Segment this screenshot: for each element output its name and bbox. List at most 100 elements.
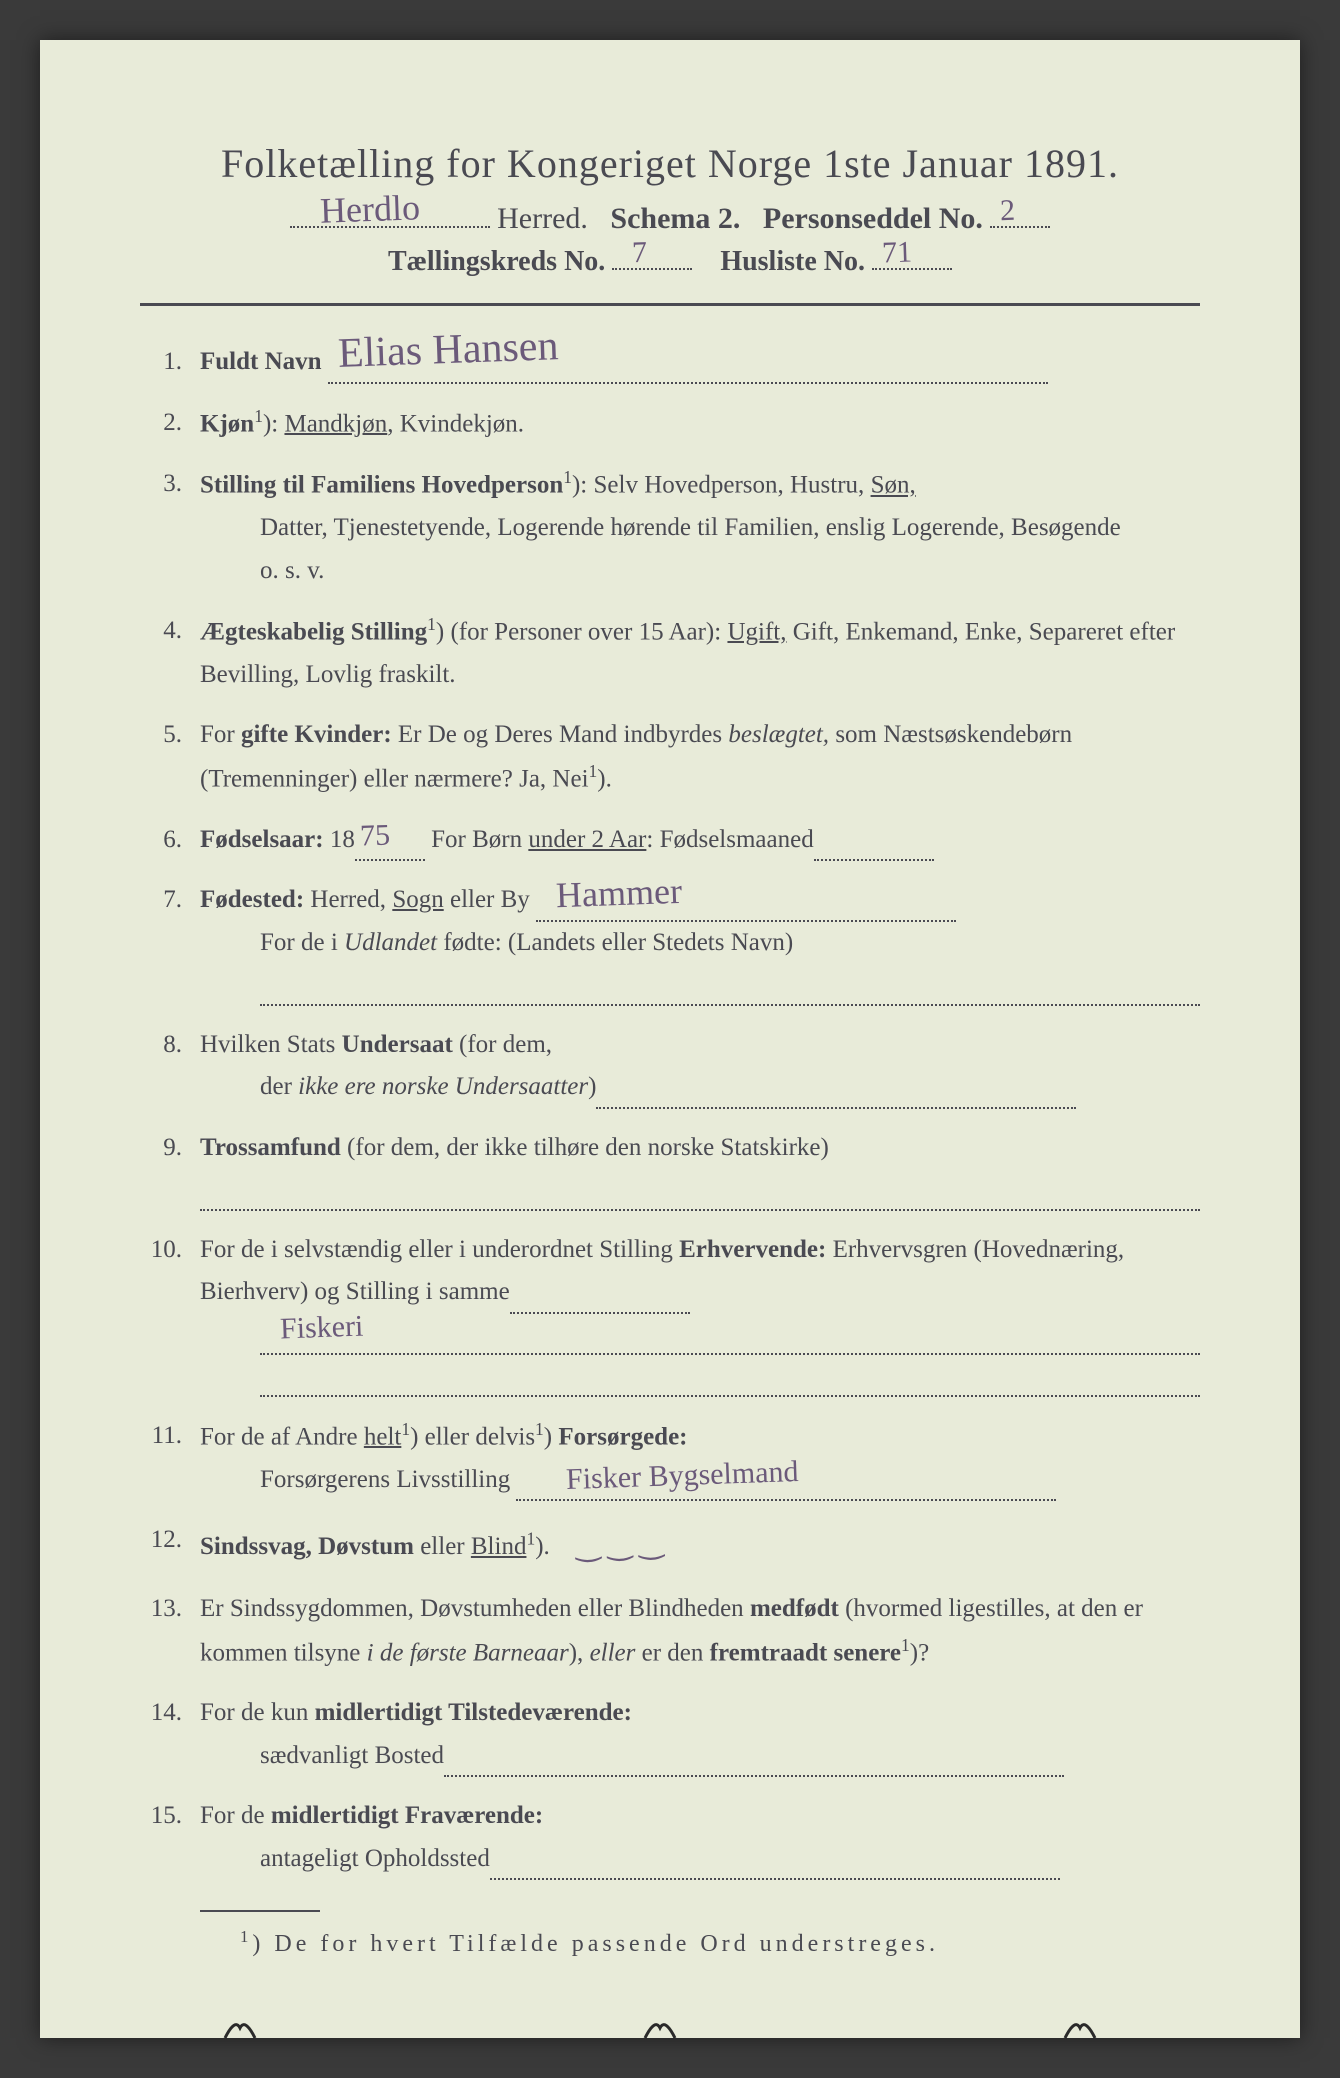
tail: ): (263, 410, 285, 437)
label: Ægteskabelig Stilling (200, 618, 427, 645)
item-num: 2. (140, 402, 200, 446)
line3: o. s. v. (260, 550, 1200, 593)
m2: ) (544, 1423, 559, 1450)
kreds-field: 7 (612, 268, 692, 270)
kreds-value: 7 (632, 236, 648, 271)
prefix: For de kun (200, 1699, 315, 1726)
l2-italic: Udlandet (344, 929, 437, 956)
u: Blind (471, 1533, 527, 1560)
tail: Herred, (304, 886, 392, 913)
prefix: For de af Andre (200, 1423, 364, 1450)
b1: medfødt (750, 1595, 839, 1622)
subtitle-row-1: Herdlo Herred. Schema 2. Personseddel No… (140, 202, 1200, 236)
prefix: For de i selvstændig eller i underordnet… (200, 1236, 679, 1263)
label: Sindssvag, Døvstum (200, 1533, 414, 1560)
bold: Undersaat (342, 1031, 453, 1058)
u1: helt (364, 1423, 402, 1450)
label: Kjøn (200, 410, 254, 437)
year-prefix: 18 (324, 826, 355, 853)
item-body: For de midlertidigt Fraværende: antageli… (200, 1795, 1200, 1880)
birthplace-hw: Hammer (555, 860, 683, 926)
item-10: 10. For de i selvstændig eller i underor… (140, 1229, 1200, 1397)
item-body: Kjøn1): Mandkjøn, Kvindekjøn. (200, 402, 1200, 446)
item-body: Ægteskabelig Stilling1) (for Personer ov… (200, 610, 1200, 696)
blank (490, 1850, 1060, 1880)
herred-field: Herdlo (290, 226, 490, 228)
line2: der ikke ere norske Undersaatter) (260, 1066, 1200, 1109)
blank (444, 1747, 1064, 1777)
tail: (for dem, der ikke tilhøre den norske St… (341, 1134, 829, 1161)
item-2: 2. Kjøn1): Mandkjøn, Kvindekjøn. (140, 402, 1200, 446)
item-body: For de i selvstændig eller i underordnet… (200, 1229, 1200, 1397)
tail: (for dem, (453, 1031, 552, 1058)
item-12: 12. Sindssvag, Døvstum eller Blind1). ‿ … (140, 1519, 1200, 1570)
u1: Sogn (392, 886, 443, 913)
personseddel-field: 2 (990, 226, 1050, 228)
label: Fødested: (200, 886, 304, 913)
l2-prefix: der (260, 1073, 298, 1100)
bold: midlertidigt Tilstedeværende: (315, 1699, 632, 1726)
item-1: 1. Fuldt Navn Elias Hansen (140, 341, 1200, 384)
label: Trossamfund (200, 1134, 341, 1161)
sup: 1 (427, 614, 436, 634)
sup: 1 (254, 406, 263, 426)
fn-text: ) De for hvert Tilfælde passende Ord und… (252, 1931, 939, 1957)
main-title: Folketælling for Kongeriget Norge 1ste J… (140, 140, 1200, 187)
page-tear-icon (220, 2003, 260, 2043)
tail: : Fødselsmaaned (646, 826, 813, 853)
item-num: 4. (140, 610, 200, 696)
item-body: Hvilken Stats Undersaat (for dem, der ik… (200, 1024, 1200, 1109)
under-mid: under 2 Aar (528, 826, 646, 853)
italic: beslægtet, (728, 721, 829, 748)
item-14: 14. For de kun midlertidigt Tilstedevære… (140, 1692, 1200, 1777)
item-num: 7. (140, 879, 200, 1006)
item-7: 7. Fødested: Herred, Sogn eller By Hamme… (140, 879, 1200, 1006)
kreds-label: Tællingskreds No. (388, 246, 605, 277)
opt-underlined: Mandkjøn (284, 410, 387, 437)
item-body: Er Sindssygdommen, Døvstumheden eller Bl… (200, 1588, 1200, 1674)
item-body: Fødested: Herred, Sogn eller By Hammer F… (200, 879, 1200, 1006)
tail: ) (for Personer over 15 Aar): (436, 618, 728, 645)
s1: 1 (401, 1419, 410, 1439)
line2: Forsørgerens Livsstilling (260, 1466, 510, 1493)
page-tear-icon (1060, 2003, 1100, 2043)
tail: eller (414, 1533, 471, 1560)
sup: 1 (589, 761, 598, 781)
item-num: 12. (140, 1519, 200, 1570)
footnote: 1) De for hvert Tilfælde passende Ord un… (240, 1927, 1200, 1958)
opt-underlined: Søn, (871, 472, 916, 499)
item-body: For gifte Kvinder: Er De og Deres Mand i… (200, 714, 1200, 800)
personseddel-label: Personseddel No. (763, 202, 983, 235)
opt-rest: , Kvindekjøn. (387, 410, 524, 437)
husliste-field: 71 (872, 268, 952, 270)
birthplace-field: Hammer (536, 892, 956, 922)
occupation-hw: Fiskeri (279, 1301, 364, 1355)
schema-label: Schema 2. (610, 202, 740, 235)
opt-underlined: Ugift, (727, 618, 786, 645)
blank-line-2 (260, 1359, 1200, 1397)
t2: ), (569, 1639, 590, 1666)
item-body: Sindssvag, Døvstum eller Blind1). ‿ ‿ ‿ (200, 1519, 1200, 1570)
prefix: For de (200, 1802, 271, 1829)
footnote-rule (200, 1910, 320, 1912)
prefix: For (200, 721, 241, 748)
year-field: 75 (355, 831, 425, 861)
mid: For Børn (425, 826, 528, 853)
item-num: 1. (140, 341, 200, 384)
end: ). (535, 1533, 550, 1560)
item-4: 4. Ægteskabelig Stilling1) (for Personer… (140, 610, 1200, 696)
l2-end: ) (588, 1073, 596, 1100)
label: Fuldt Navn (200, 348, 322, 375)
husliste-value: 71 (881, 235, 912, 270)
item-num: 10. (140, 1229, 200, 1397)
end: ). (597, 765, 612, 792)
header-divider (140, 303, 1200, 306)
item-body: Fødselsaar: 1875 For Børn under 2 Aar: F… (200, 819, 1200, 862)
item-5: 5. For gifte Kvinder: Er De og Deres Man… (140, 714, 1200, 800)
provider-hw: Fisker Bygselmand (566, 1446, 800, 1505)
text: Er Sindssygdommen, Døvstumheden eller Bl… (200, 1595, 750, 1622)
blank (596, 1079, 1076, 1109)
item-6: 6. Fødselsaar: 1875 For Børn under 2 Aar… (140, 819, 1200, 862)
personseddel-value: 2 (1000, 194, 1016, 229)
m1: ) eller delvis (410, 1423, 535, 1450)
